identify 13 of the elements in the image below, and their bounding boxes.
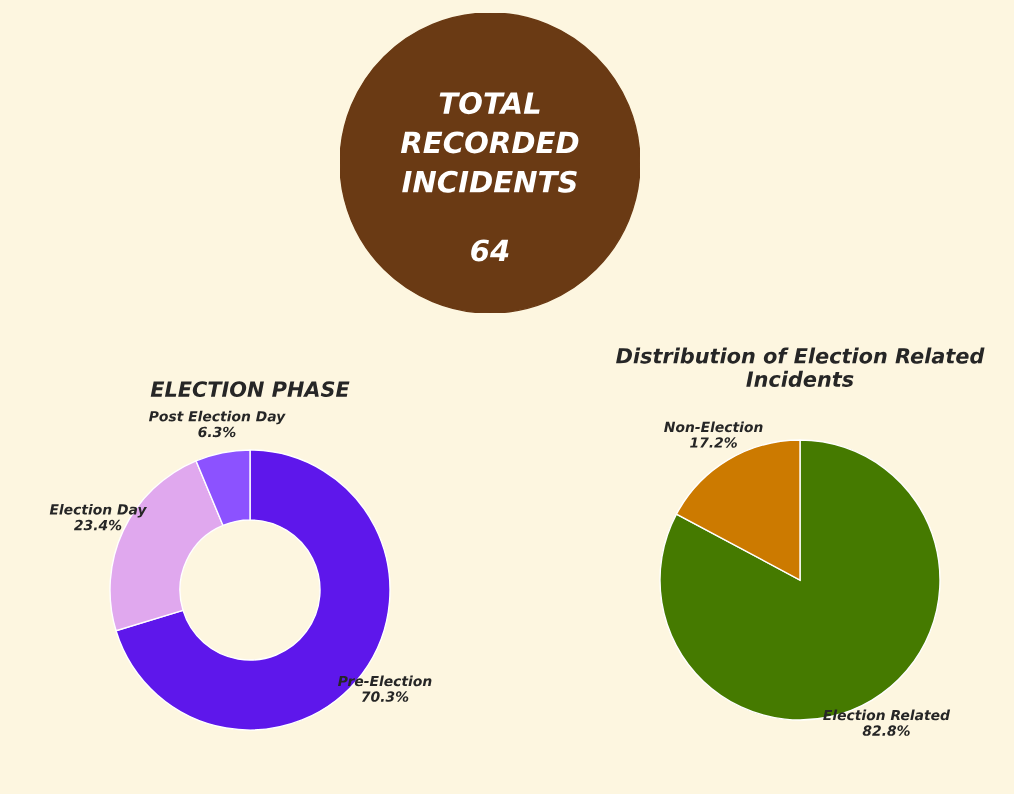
text: TOTAL RECORDED INCIDENTS <box>400 92 579 193</box>
data-label: 17.2% <box>690 437 737 448</box>
slice-label: Election Day <box>49 503 148 518</box>
chart-title: ELECTION PHASE <box>150 381 350 397</box>
slice-label: Non-Election <box>664 421 763 433</box>
slice-label: Post Election Day <box>148 410 286 425</box>
slice-label: Election Related <box>823 709 951 721</box>
data-label: 6.3% <box>198 426 236 438</box>
data-label: 82.8% <box>862 725 910 736</box>
data-label: 64 <box>471 239 509 262</box>
data-label: 23.4% <box>74 519 122 531</box>
data-label: 70.3% <box>361 691 409 702</box>
chart-title: Distribution of Election Related Incidents <box>616 347 985 387</box>
